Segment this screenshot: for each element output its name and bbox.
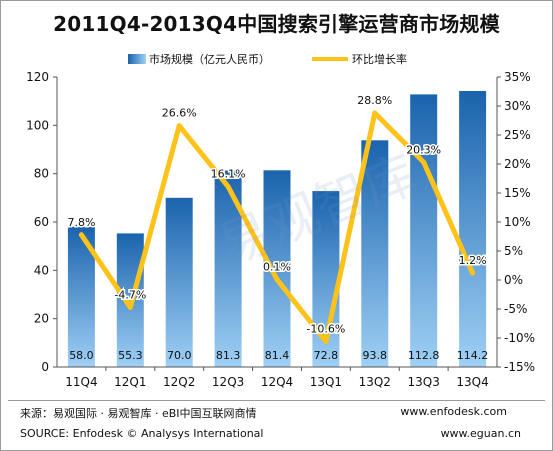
source-en: SOURCE: Enfodesk © Analysys Internationa… <box>20 427 264 440</box>
chart-title: 2011Q4-2013Q4中国搜索引擎运营商市场规模 <box>53 12 500 36</box>
legend-bar-swatch <box>128 54 146 64</box>
growth-point-11Q4 <box>78 232 84 238</box>
bar-13Q3 <box>410 94 438 368</box>
growth-point-13Q1 <box>323 339 329 344</box>
right-tick-label: 20% <box>504 157 531 171</box>
bar-value-label: 55.3 <box>118 349 143 362</box>
right-tick-label: 15% <box>504 186 531 200</box>
footer-divider <box>8 400 545 401</box>
bar-12Q2 <box>165 197 193 367</box>
bar-value-label: 112.8 <box>408 349 440 362</box>
growth-value-label: 1.2% <box>459 254 487 267</box>
growth-value-label: 26.6% <box>162 107 197 120</box>
right-tick-label: 30% <box>504 99 531 113</box>
left-tick-label: 20 <box>34 312 49 326</box>
bar-value-label: 70.0 <box>167 349 192 362</box>
x-tick-label: 12Q4 <box>261 375 293 389</box>
x-tick-label: 12Q1 <box>114 375 146 389</box>
growth-point-13Q2 <box>372 110 378 116</box>
right-tick-label: 25% <box>504 128 531 142</box>
right-tick-label: 5% <box>504 244 523 258</box>
right-tick-label: 0% <box>504 273 523 287</box>
bar-value-label: 72.8 <box>314 349 339 362</box>
x-tick-label: 13Q1 <box>310 375 342 389</box>
bar-value-label: 58.0 <box>69 349 94 362</box>
x-tick-label: 12Q3 <box>212 375 244 389</box>
growth-value-label: 16.1% <box>211 168 246 181</box>
left-tick-label: 60 <box>34 215 49 229</box>
right-tick-label: -10% <box>504 331 535 345</box>
growth-point-12Q4 <box>274 276 280 282</box>
left-tick-label: 100 <box>26 118 49 132</box>
x-tick-label: 11Q4 <box>65 375 97 389</box>
x-tick-label: 12Q2 <box>163 375 195 389</box>
x-tick-label: 13Q2 <box>359 375 391 389</box>
left-tick-label: 40 <box>34 263 49 277</box>
growth-point-13Q3 <box>421 159 427 165</box>
left-tick-label: 80 <box>34 167 49 181</box>
bar-12Q4 <box>263 170 291 367</box>
legend-bar-label: 市场规模（亿元人民币） <box>149 52 270 66</box>
growth-value-label: 28.8% <box>357 94 392 107</box>
growth-point-12Q1 <box>127 304 133 310</box>
growth-value-label: 0.1% <box>263 260 291 273</box>
growth-point-12Q2 <box>176 123 182 129</box>
left-tick-label: 120 <box>26 70 49 84</box>
left-tick-label: 0 <box>41 360 49 374</box>
right-tick-label: 35% <box>504 70 531 84</box>
bar-value-label: 81.4 <box>265 349 290 362</box>
growth-value-label: -4.7% <box>114 288 146 301</box>
growth-point-12Q3 <box>225 184 231 190</box>
url-eguan: www.eguan.cn <box>440 427 521 440</box>
bar-value-label: 114.2 <box>457 349 489 362</box>
growth-value-label: -10.6% <box>306 322 345 335</box>
right-tick-label: -5% <box>504 302 527 316</box>
growth-value-label: 7.8% <box>67 216 95 229</box>
bar-13Q4 <box>459 91 487 367</box>
source-cn: 来源：易观国际 · 易观智库 · eBI中国互联网商情 <box>20 407 257 420</box>
bar-value-label: 81.3 <box>216 349 241 362</box>
url-enfodesk: www.enfodesk.com <box>400 405 507 418</box>
bar-value-label: 93.8 <box>363 349 388 362</box>
bar-13Q2 <box>361 140 389 367</box>
right-tick-label: 10% <box>504 215 531 229</box>
growth-value-label: 20.3% <box>406 143 441 156</box>
growth-point-13Q4 <box>470 270 476 276</box>
right-tick-label: -15% <box>504 360 535 374</box>
x-tick-label: 13Q3 <box>407 375 439 389</box>
x-tick-label: 13Q4 <box>456 375 488 389</box>
legend-line-label: 环比增长率 <box>352 52 407 66</box>
